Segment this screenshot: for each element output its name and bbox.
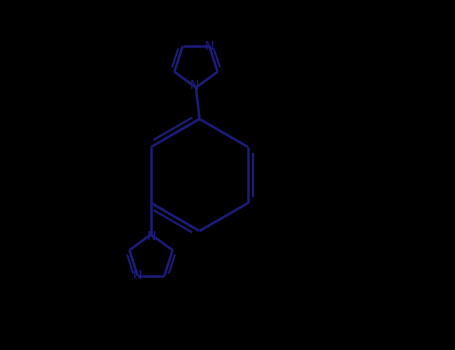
Text: N: N — [133, 269, 142, 282]
Text: N: N — [205, 40, 214, 53]
Text: N: N — [190, 79, 199, 92]
Text: N: N — [147, 230, 156, 243]
